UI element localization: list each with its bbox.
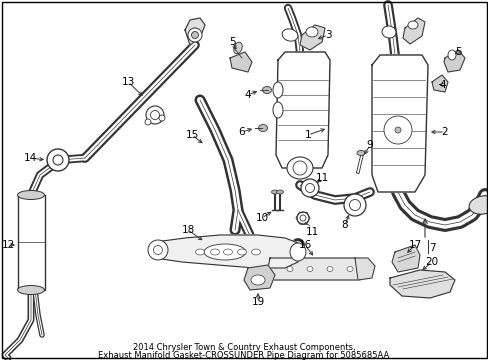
- Ellipse shape: [153, 246, 162, 255]
- Ellipse shape: [250, 275, 264, 285]
- Ellipse shape: [306, 266, 312, 271]
- Polygon shape: [402, 18, 424, 44]
- Polygon shape: [431, 75, 447, 92]
- Polygon shape: [155, 235, 302, 268]
- Text: 6: 6: [238, 127, 245, 137]
- Text: 18: 18: [181, 225, 194, 235]
- Ellipse shape: [251, 249, 260, 255]
- Text: 11: 11: [305, 227, 318, 237]
- Polygon shape: [18, 195, 45, 290]
- Polygon shape: [391, 245, 419, 272]
- Text: 3: 3: [324, 30, 331, 40]
- Ellipse shape: [276, 190, 283, 194]
- Ellipse shape: [381, 26, 395, 38]
- Text: 4: 4: [244, 90, 251, 100]
- Ellipse shape: [296, 212, 308, 224]
- Ellipse shape: [150, 111, 159, 120]
- Ellipse shape: [145, 119, 151, 125]
- Text: 5: 5: [228, 37, 235, 47]
- Ellipse shape: [394, 127, 400, 133]
- Polygon shape: [229, 52, 251, 72]
- Ellipse shape: [468, 196, 488, 214]
- Ellipse shape: [305, 27, 317, 37]
- Text: 12: 12: [1, 240, 15, 250]
- Ellipse shape: [346, 266, 352, 271]
- Ellipse shape: [210, 249, 219, 255]
- Polygon shape: [443, 50, 464, 72]
- Polygon shape: [299, 25, 325, 50]
- Ellipse shape: [407, 21, 417, 29]
- Ellipse shape: [326, 266, 332, 271]
- Polygon shape: [371, 55, 427, 192]
- Text: 15: 15: [185, 130, 198, 140]
- Ellipse shape: [299, 215, 305, 221]
- Ellipse shape: [148, 240, 168, 260]
- Ellipse shape: [223, 249, 232, 255]
- Text: 7: 7: [428, 243, 434, 253]
- Text: 1: 1: [304, 130, 311, 140]
- Polygon shape: [275, 52, 329, 168]
- Text: 11: 11: [315, 173, 328, 183]
- Ellipse shape: [18, 285, 44, 294]
- Ellipse shape: [237, 249, 246, 255]
- Ellipse shape: [233, 42, 242, 54]
- Text: 16: 16: [298, 240, 311, 250]
- Ellipse shape: [187, 28, 202, 42]
- Ellipse shape: [349, 199, 360, 211]
- Ellipse shape: [262, 86, 271, 94]
- Text: 8: 8: [341, 220, 347, 230]
- Ellipse shape: [282, 29, 297, 41]
- Polygon shape: [354, 258, 374, 280]
- Ellipse shape: [383, 116, 411, 144]
- Ellipse shape: [146, 106, 163, 124]
- Text: 5: 5: [454, 47, 460, 57]
- Ellipse shape: [343, 194, 365, 216]
- Ellipse shape: [301, 179, 318, 197]
- Text: 9: 9: [366, 140, 372, 150]
- Text: 2014 Chrysler Town & Country Exhaust Components,: 2014 Chrysler Town & Country Exhaust Com…: [132, 342, 355, 351]
- Ellipse shape: [271, 190, 278, 194]
- Ellipse shape: [286, 157, 312, 179]
- Ellipse shape: [18, 190, 44, 199]
- Text: 14: 14: [23, 153, 37, 163]
- Text: 19: 19: [251, 297, 264, 307]
- Ellipse shape: [191, 31, 198, 39]
- Text: 10: 10: [255, 213, 268, 223]
- Ellipse shape: [447, 50, 455, 60]
- Ellipse shape: [272, 102, 283, 118]
- Text: Exhaust Manifold Gasket-CROSSUNDER Pipe Diagram for 5085685AA: Exhaust Manifold Gasket-CROSSUNDER Pipe …: [98, 351, 389, 360]
- Text: 2: 2: [441, 127, 447, 137]
- Text: 17: 17: [407, 240, 421, 250]
- Ellipse shape: [195, 249, 204, 255]
- Text: 13: 13: [121, 77, 134, 87]
- Text: 4: 4: [439, 80, 446, 90]
- Ellipse shape: [272, 82, 283, 98]
- Ellipse shape: [47, 149, 69, 171]
- Ellipse shape: [159, 115, 164, 121]
- Ellipse shape: [258, 125, 267, 131]
- Ellipse shape: [289, 243, 305, 261]
- Ellipse shape: [53, 155, 63, 165]
- Polygon shape: [244, 265, 274, 290]
- Ellipse shape: [286, 266, 292, 271]
- Ellipse shape: [203, 244, 245, 260]
- Polygon shape: [267, 258, 367, 280]
- Ellipse shape: [305, 184, 314, 193]
- Text: 20: 20: [425, 257, 438, 267]
- Polygon shape: [389, 270, 454, 298]
- Ellipse shape: [356, 150, 364, 156]
- Polygon shape: [184, 18, 204, 45]
- Ellipse shape: [292, 161, 306, 175]
